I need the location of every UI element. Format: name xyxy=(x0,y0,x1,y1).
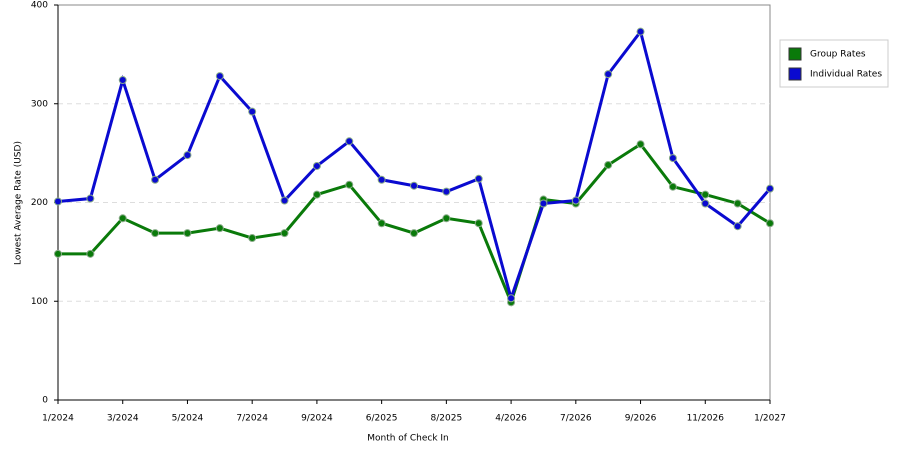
point xyxy=(183,229,192,238)
point xyxy=(668,154,677,163)
point xyxy=(766,184,774,193)
point xyxy=(248,107,257,116)
point xyxy=(733,222,742,231)
y-tick-label: 200 xyxy=(31,198,48,208)
point xyxy=(410,229,418,238)
point xyxy=(442,214,451,223)
point xyxy=(248,234,257,243)
point xyxy=(377,175,386,184)
point xyxy=(86,194,95,203)
point xyxy=(668,182,677,191)
point xyxy=(54,249,62,258)
point xyxy=(636,27,645,36)
x-tick-label: 1/2024 xyxy=(42,414,74,424)
point xyxy=(733,199,742,208)
point xyxy=(86,249,95,258)
point xyxy=(151,175,160,184)
legend-swatch xyxy=(788,67,802,81)
point xyxy=(474,219,483,228)
point xyxy=(345,180,354,189)
legend-swatch xyxy=(788,47,802,61)
point xyxy=(410,181,418,190)
point xyxy=(442,187,451,196)
point xyxy=(345,137,354,146)
point xyxy=(766,219,774,228)
y-tick-label: 100 xyxy=(31,297,48,307)
x-tick-label: 11/2026 xyxy=(687,414,725,424)
x-tick-label: 4/2026 xyxy=(495,414,527,424)
point xyxy=(701,199,710,208)
point xyxy=(604,160,613,169)
point xyxy=(54,197,62,206)
point xyxy=(636,140,645,149)
point xyxy=(151,229,160,238)
point xyxy=(604,70,613,79)
point xyxy=(507,294,516,303)
point xyxy=(280,229,289,238)
point xyxy=(118,76,127,85)
point xyxy=(215,72,224,81)
y-tick-label: 300 xyxy=(31,99,48,109)
x-tick-label: 7/2024 xyxy=(236,414,268,424)
x-tick-label: 9/2024 xyxy=(301,414,333,424)
legend-label: Group Rates xyxy=(810,50,866,60)
x-tick-label: 1/2027 xyxy=(754,414,786,424)
y-axis-label: Lowest Average Rate (USD) xyxy=(14,141,24,265)
x-tick-label: 8/2025 xyxy=(431,414,463,424)
point xyxy=(539,199,548,208)
point xyxy=(571,196,580,205)
x-tick-label: 5/2024 xyxy=(172,414,204,424)
x-tick-label: 7/2026 xyxy=(560,414,592,424)
y-tick-label: 0 xyxy=(42,396,48,406)
x-tick-label: 6/2025 xyxy=(366,414,398,424)
point xyxy=(377,219,386,228)
point xyxy=(312,190,321,199)
x-axis-label: Month of Check In xyxy=(367,434,449,444)
legend-label: Individual Rates xyxy=(810,70,882,80)
x-tick-label: 9/2026 xyxy=(625,414,657,424)
point xyxy=(183,151,192,160)
point xyxy=(312,161,321,170)
x-tick-label: 3/2024 xyxy=(107,414,139,424)
point xyxy=(474,174,483,183)
y-tick-label: 400 xyxy=(31,1,48,11)
point xyxy=(280,196,289,205)
point xyxy=(215,224,224,233)
point xyxy=(701,190,710,199)
point xyxy=(118,214,127,223)
